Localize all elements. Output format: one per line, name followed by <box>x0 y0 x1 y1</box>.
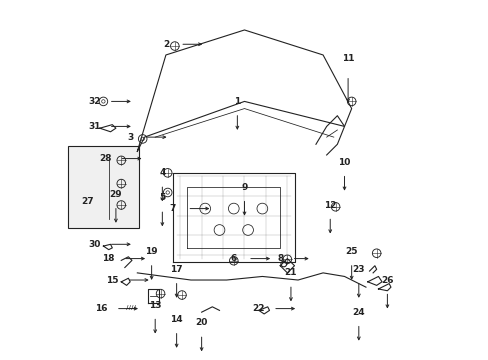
Text: 10: 10 <box>338 158 350 167</box>
Text: 16: 16 <box>95 304 108 313</box>
Text: 13: 13 <box>149 301 161 310</box>
Text: 12: 12 <box>324 201 336 210</box>
Text: 11: 11 <box>341 54 354 63</box>
Text: 6: 6 <box>230 254 236 263</box>
Text: 31: 31 <box>88 122 101 131</box>
Text: 3: 3 <box>127 132 133 141</box>
Text: 18: 18 <box>102 254 115 263</box>
Text: 4: 4 <box>159 168 165 177</box>
Text: 25: 25 <box>345 247 357 256</box>
Text: 27: 27 <box>81 197 93 206</box>
Text: 32: 32 <box>88 97 101 106</box>
Text: 9: 9 <box>241 183 247 192</box>
Text: 30: 30 <box>88 240 101 249</box>
Text: 17: 17 <box>170 265 183 274</box>
Text: 21: 21 <box>284 268 297 277</box>
Text: 8: 8 <box>277 254 283 263</box>
FancyBboxPatch shape <box>67 146 139 228</box>
Text: 22: 22 <box>252 304 264 313</box>
Text: 7: 7 <box>169 204 176 213</box>
Text: 19: 19 <box>145 247 158 256</box>
Text: 2: 2 <box>163 40 169 49</box>
Text: 20: 20 <box>195 318 207 327</box>
Text: 1: 1 <box>234 97 240 106</box>
Text: 15: 15 <box>106 275 118 284</box>
Text: 5: 5 <box>159 193 165 202</box>
Text: 24: 24 <box>352 308 365 317</box>
Text: 14: 14 <box>170 315 183 324</box>
Text: 26: 26 <box>380 275 393 284</box>
Text: 28: 28 <box>99 154 111 163</box>
Text: 29: 29 <box>109 190 122 199</box>
Text: 23: 23 <box>352 265 365 274</box>
